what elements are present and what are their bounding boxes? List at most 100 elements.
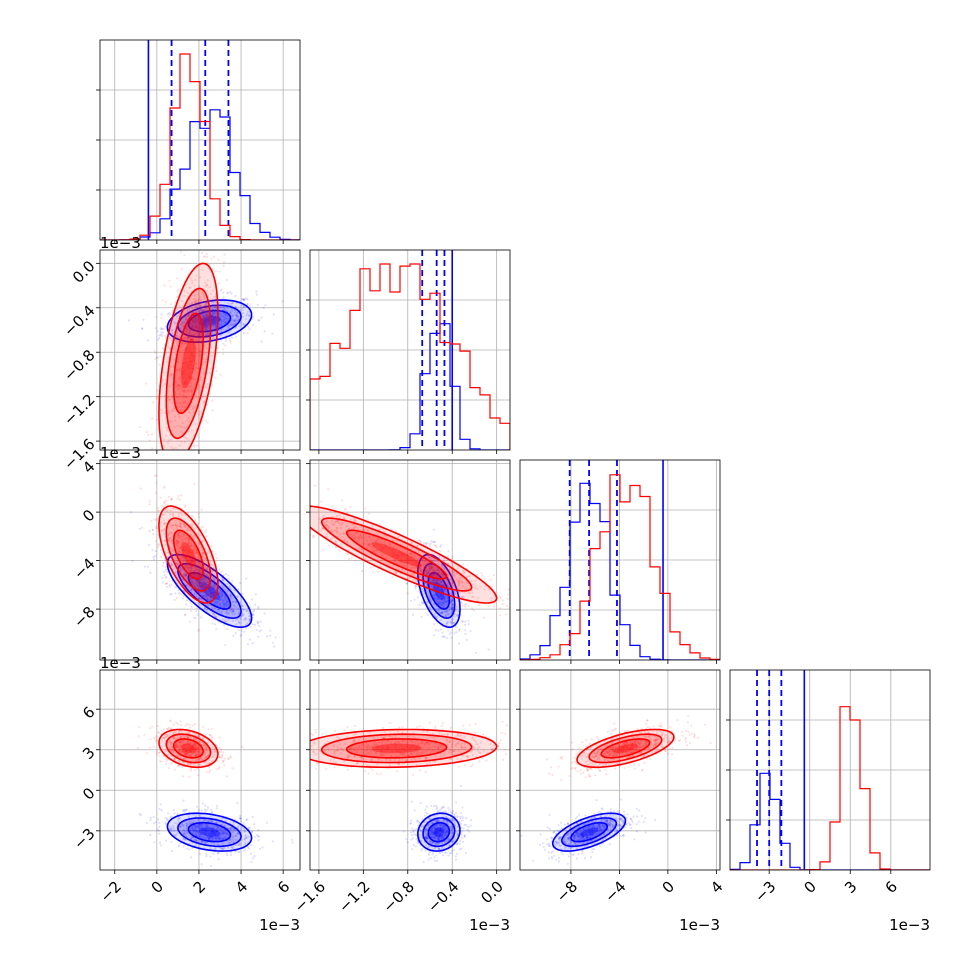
scatter-point xyxy=(345,511,348,514)
scatter-point xyxy=(197,601,200,604)
scatter-point xyxy=(431,574,434,577)
scatter-point xyxy=(435,592,438,596)
scatter-point xyxy=(460,602,463,605)
scatter-point xyxy=(195,839,198,842)
scatter-point xyxy=(198,597,201,601)
scatter-point xyxy=(393,554,396,558)
scatter-point xyxy=(444,613,447,616)
scatter-point xyxy=(431,559,434,562)
scatter-point xyxy=(202,361,205,364)
scatter-point xyxy=(415,584,418,587)
scatter-point xyxy=(176,388,179,391)
scatter-point xyxy=(201,252,204,255)
scatter-point xyxy=(170,410,173,413)
scatter-point xyxy=(184,383,187,386)
scatter-point xyxy=(196,473,198,475)
scatter-point xyxy=(212,837,215,840)
scatter-point xyxy=(185,331,188,334)
scatter-point xyxy=(169,585,172,589)
scatter-point xyxy=(192,356,195,359)
scatter-point xyxy=(215,836,218,839)
scatter-point xyxy=(428,568,431,571)
scatter-point xyxy=(184,565,187,568)
scatter-point xyxy=(210,864,213,868)
scatter-point xyxy=(219,602,222,606)
scatter-point xyxy=(229,600,232,603)
scatter-point xyxy=(148,529,151,533)
scatter-point xyxy=(436,598,439,601)
scatter-point xyxy=(188,562,191,565)
scatter-point xyxy=(204,327,207,330)
scatter-point xyxy=(410,542,413,545)
scatter-point xyxy=(167,439,170,442)
scatter-point xyxy=(190,571,193,574)
scatter-point xyxy=(179,304,182,307)
scatter-point xyxy=(164,325,167,328)
scatter-point xyxy=(211,301,214,304)
scatter-point xyxy=(395,554,398,557)
scatter-point xyxy=(197,597,200,600)
scatter-point xyxy=(205,303,208,306)
scatter-point xyxy=(246,312,249,315)
scatter-point xyxy=(427,556,430,560)
scatter-point xyxy=(188,538,191,541)
scatter-point xyxy=(211,836,214,839)
scatter-point xyxy=(423,554,426,557)
scatter-point xyxy=(192,367,195,370)
scatter-point xyxy=(207,333,210,336)
scatter-point xyxy=(153,822,156,825)
scatter-point xyxy=(177,816,180,819)
scatter-point xyxy=(349,505,352,508)
scatter-point xyxy=(142,318,145,321)
scatter-point xyxy=(452,584,456,588)
scatter-point xyxy=(353,519,356,522)
scatter-point xyxy=(211,308,214,311)
scatter-point xyxy=(204,360,207,363)
scatter-point xyxy=(206,573,209,576)
scatter-point xyxy=(263,612,266,615)
scatter-point xyxy=(199,296,202,299)
scatter-point xyxy=(325,524,328,527)
scatter-point xyxy=(162,522,165,526)
scatter-point xyxy=(455,578,458,581)
scatter-point xyxy=(209,292,212,295)
scatter-point xyxy=(190,312,193,315)
scatter-point xyxy=(180,556,183,559)
scatter-point xyxy=(212,591,215,594)
scatter-point xyxy=(192,546,195,549)
scatter-point xyxy=(176,395,179,399)
scatter-point xyxy=(446,582,450,585)
scatter-point xyxy=(394,571,397,574)
scatter-point xyxy=(189,329,192,332)
scatter-point xyxy=(156,389,159,392)
scatter-point xyxy=(359,534,363,537)
scatter-point xyxy=(184,613,187,617)
scatter-point xyxy=(428,594,431,597)
density-fill xyxy=(371,542,422,567)
scatter-point xyxy=(195,551,198,555)
scatter-point xyxy=(225,602,228,605)
scatter-point xyxy=(184,400,187,403)
density-fill xyxy=(198,581,220,600)
scatter-point xyxy=(178,384,181,387)
scatter-point xyxy=(215,838,218,841)
scatter-point xyxy=(442,599,445,603)
scatter-point xyxy=(432,569,435,573)
scatter-point xyxy=(179,375,182,378)
scatter-point xyxy=(234,818,237,821)
scatter-point xyxy=(451,581,454,584)
scatter-point xyxy=(188,350,191,353)
scatter-point xyxy=(222,832,225,835)
scatter-point xyxy=(184,361,187,364)
scatter-point xyxy=(358,535,361,538)
scatter-point xyxy=(532,597,534,599)
scatter-point xyxy=(191,319,194,322)
scatter-point xyxy=(175,539,178,542)
scatter-point xyxy=(154,554,157,558)
scatter-point xyxy=(210,835,213,839)
scatter-point xyxy=(204,306,207,310)
scatter-point xyxy=(204,804,207,807)
scatter-point xyxy=(220,595,224,598)
scatter-point xyxy=(180,395,183,398)
scatter-point xyxy=(239,617,242,621)
